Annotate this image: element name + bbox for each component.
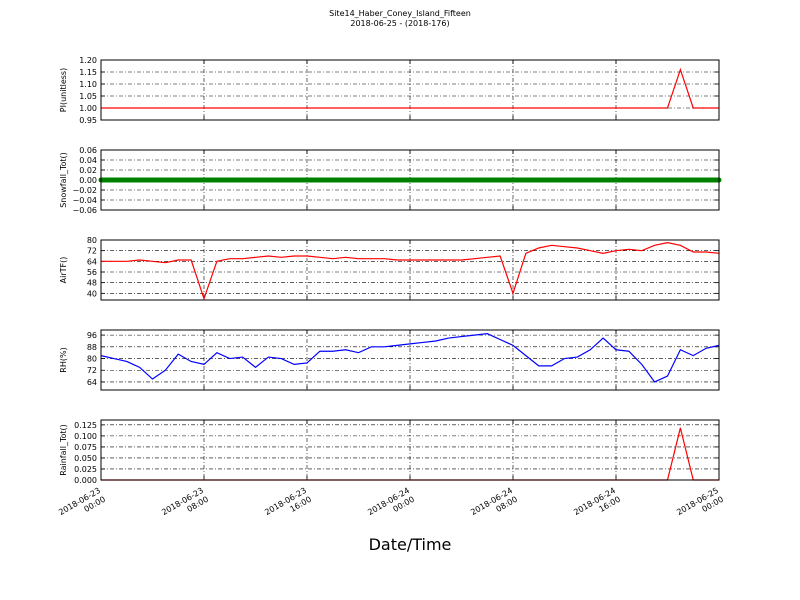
data-point [240, 177, 246, 183]
y-tick-label: 64 [87, 378, 97, 387]
y-tick-label: −0.04 [72, 196, 97, 205]
data-point [150, 177, 155, 183]
data-point [613, 177, 619, 183]
plot-frame [100, 59, 720, 121]
y-tick-label: 0.000 [74, 476, 97, 485]
data-point [639, 177, 645, 183]
plot-frame [100, 239, 720, 301]
data-point [304, 177, 310, 183]
data-point [484, 177, 490, 183]
data-point [162, 177, 168, 183]
data-point [368, 177, 374, 183]
data-point [652, 177, 658, 183]
y-tick-label: 64 [87, 257, 97, 266]
y-tick-label: 56 [87, 268, 97, 277]
data-point [549, 177, 555, 183]
data-point [536, 177, 542, 183]
y-tick-label: 80 [87, 355, 97, 364]
x-axis-label: Date/Time [369, 535, 452, 554]
data-point [562, 177, 567, 183]
y-tick-label: 0.100 [74, 432, 97, 441]
y-tick-label: 48 [87, 279, 97, 288]
data-point [446, 177, 452, 183]
data-point [587, 177, 593, 183]
y-axis-label: Snowfall_Tot() [59, 152, 68, 208]
data-point [394, 177, 400, 183]
data-point [253, 177, 258, 183]
data-point [574, 177, 580, 183]
y-tick-label: 0.04 [79, 156, 97, 165]
y-tick-label: 1.10 [79, 80, 97, 89]
y-tick-label: −0.02 [72, 186, 97, 195]
y-tick-label: 80 [87, 236, 97, 245]
y-axis-label: Rainfall_Tot() [59, 424, 68, 476]
y-tick-label: 0.02 [79, 166, 97, 175]
y-tick-label: 72 [87, 366, 97, 375]
data-point [433, 177, 439, 183]
data-point [201, 177, 207, 183]
data-point [214, 177, 220, 183]
y-tick-label: 0.025 [74, 465, 97, 474]
y-tick-label: 0.050 [74, 454, 97, 463]
data-point [703, 177, 709, 183]
y-axis-label: AirTF() [59, 257, 68, 284]
data-line [101, 242, 720, 301]
y-tick-label: 1.05 [79, 92, 97, 101]
data-point [356, 177, 361, 183]
plot-frame [100, 419, 720, 481]
plot-frame [100, 149, 720, 211]
y-tick-label: 1.15 [79, 68, 97, 77]
y-tick-label: 40 [87, 289, 97, 298]
data-point [291, 177, 297, 183]
data-point [227, 177, 233, 183]
data-point [317, 177, 323, 183]
data-point [510, 177, 516, 183]
y-axis-label: RH(%) [59, 347, 68, 372]
data-point [600, 177, 606, 183]
data-point [188, 177, 194, 183]
y-axis-label: PI(unitless) [59, 68, 68, 112]
data-line [100, 333, 720, 383]
y-tick-label: 88 [87, 343, 97, 352]
data-point [420, 177, 426, 183]
plot-frame [100, 329, 720, 391]
data-point [690, 177, 696, 183]
data-point [111, 177, 117, 183]
data-point [677, 177, 683, 183]
y-tick-label: 0.00 [79, 176, 97, 185]
data-point [137, 177, 143, 183]
data-point [343, 177, 349, 183]
y-tick-label: 1.20 [79, 56, 97, 65]
data-point [665, 177, 670, 183]
data-point [471, 177, 477, 183]
data-point [175, 177, 181, 183]
data-point [626, 177, 632, 183]
data-point [278, 177, 284, 183]
data-point [407, 177, 413, 183]
data-point [459, 177, 464, 183]
y-tick-label: 0.95 [79, 116, 97, 125]
y-tick-label: −0.06 [72, 206, 97, 215]
chart-title: Site14_Haber_Coney_Island_Fifteen [329, 9, 471, 18]
data-point [265, 177, 271, 183]
chart-subtitle: 2018-06-25 - (2018-176) [350, 19, 449, 28]
data-point [330, 177, 336, 183]
y-tick-label: 0.075 [74, 443, 97, 452]
y-tick-label: 96 [87, 331, 97, 340]
y-tick-label: 0.125 [74, 421, 97, 430]
y-tick-label: 0.06 [79, 146, 97, 155]
data-point [523, 177, 529, 183]
y-tick-label: 1.00 [79, 104, 97, 113]
data-point [497, 177, 503, 183]
data-point [124, 177, 130, 183]
y-tick-label: 72 [87, 247, 97, 256]
data-line [101, 67, 719, 109]
data-point [381, 177, 387, 183]
